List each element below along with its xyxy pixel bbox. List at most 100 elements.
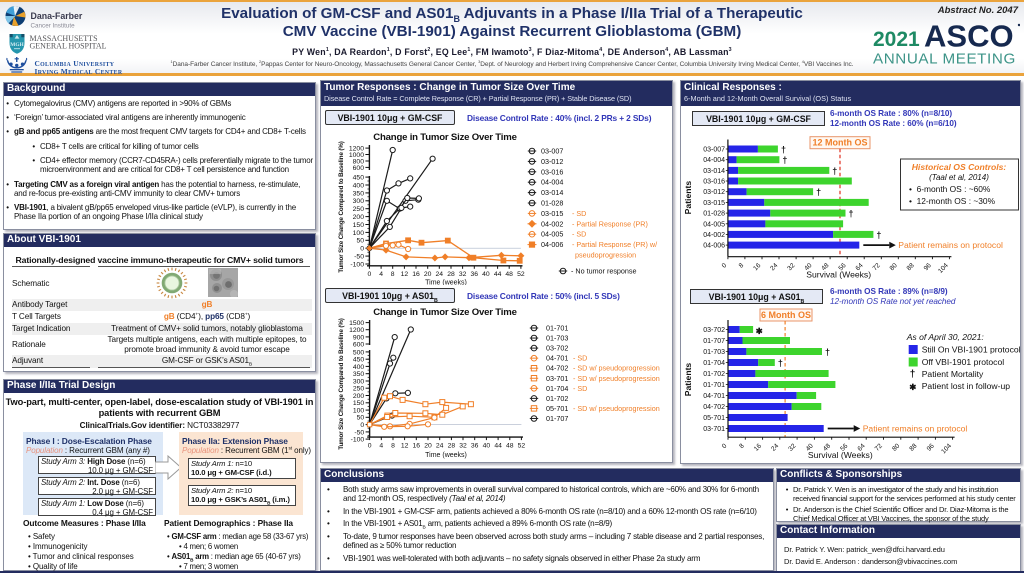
svg-text:0: 0 [368, 443, 372, 450]
svg-text:03-012: 03-012 [703, 189, 725, 196]
svg-text:8: 8 [738, 442, 746, 450]
svg-text:- No tumor response: - No tumor response [571, 267, 637, 276]
svg-text:✱: ✱ [756, 326, 764, 336]
svg-text:16: 16 [412, 271, 420, 278]
svg-text:04-005: 04-005 [541, 230, 563, 239]
svg-text:350: 350 [353, 190, 365, 197]
svg-text:04-701: 04-701 [703, 393, 725, 400]
svg-text:pseudoprogression: pseudoprogression [575, 251, 636, 260]
svg-text:250: 250 [353, 386, 365, 393]
svg-text:72: 72 [872, 262, 882, 272]
svg-text:32: 32 [787, 442, 797, 452]
svg-text:1200: 1200 [349, 327, 364, 334]
svg-text:04-005: 04-005 [703, 221, 725, 228]
svg-text:300: 300 [353, 378, 365, 385]
svg-text:Tumor Size Change Compared to: Tumor Size Change Compared to Baseline (… [338, 318, 345, 450]
svg-text:• 6-month OS : ~60%: • 6-month OS : ~60% [909, 184, 991, 194]
svg-text:48: 48 [820, 262, 830, 272]
svg-text:28: 28 [448, 443, 456, 450]
svg-text:1500: 1500 [349, 320, 364, 327]
svg-text:12: 12 [401, 271, 409, 278]
svg-text:28: 28 [447, 271, 455, 278]
svg-text:01-702: 01-702 [703, 371, 725, 378]
svg-text:03-014: 03-014 [541, 188, 563, 197]
svg-text:20: 20 [424, 443, 432, 450]
svg-text:250: 250 [353, 206, 365, 213]
svg-text:40: 40 [805, 442, 815, 452]
svg-text:Time (weeks): Time (weeks) [425, 280, 467, 286]
svg-text:COLUMBIA UNIVERSITY: COLUMBIA UNIVERSITY [35, 59, 115, 68]
svg-text:†: † [849, 209, 854, 219]
svg-text:104: 104 [937, 262, 950, 275]
svg-text:- Partial Response (PR) w/: - Partial Response (PR) w/ [572, 240, 657, 249]
svg-text:56: 56 [837, 262, 847, 272]
svg-text:†: † [832, 166, 837, 176]
svg-text:2021: 2021 [873, 28, 920, 51]
svg-text:03-014: 03-014 [703, 168, 725, 175]
svg-text:03-702: 03-702 [703, 327, 725, 334]
svg-text:24: 24 [769, 262, 779, 272]
svg-text:- SD w/ pseudoprogression: - SD w/ pseudoprogression [573, 364, 660, 373]
svg-text:04-006: 04-006 [541, 240, 563, 249]
svg-text:36: 36 [471, 443, 479, 450]
svg-text:01-702: 01-702 [546, 394, 568, 403]
svg-text:- SD: - SD [573, 384, 587, 393]
svg-text:64: 64 [854, 262, 864, 272]
svg-text:600: 600 [353, 165, 365, 172]
svg-text:†: † [876, 230, 881, 240]
svg-text:✱: ✱ [909, 382, 917, 392]
svg-text:- SD w/ pseudoprogression: - SD w/ pseudoprogression [573, 404, 660, 413]
svg-text:50: 50 [356, 238, 364, 245]
svg-text:50: 50 [357, 415, 365, 422]
svg-text:03-015: 03-015 [541, 209, 563, 218]
svg-text:400: 400 [353, 364, 365, 371]
svg-text:32: 32 [786, 262, 796, 272]
svg-text:100: 100 [353, 408, 365, 415]
svg-text:80: 80 [891, 442, 901, 452]
svg-text:01-028: 01-028 [703, 211, 725, 218]
svg-text:05-701: 05-701 [546, 404, 568, 413]
svg-text:Survival (Weeks): Survival (Weeks) [808, 450, 873, 460]
svg-text:48: 48 [505, 271, 513, 278]
svg-text:Patients: Patients [683, 363, 693, 397]
svg-text:GENERAL HOSPITAL: GENERAL HOSPITAL [30, 42, 107, 51]
svg-text:96: 96 [926, 442, 936, 452]
svg-text:01-701: 01-701 [703, 382, 725, 389]
svg-text:†: † [782, 155, 787, 165]
svg-text:64: 64 [856, 442, 866, 452]
svg-text:03-012: 03-012 [541, 157, 563, 166]
svg-text:04-702: 04-702 [703, 404, 725, 411]
svg-text:0: 0 [360, 246, 364, 253]
svg-text:450: 450 [353, 175, 365, 182]
svg-text:450: 450 [353, 357, 365, 364]
svg-text:ASCO: ASCO [924, 19, 1014, 54]
svg-text:†: † [825, 347, 830, 357]
svg-text:20: 20 [424, 271, 432, 278]
svg-text:56: 56 [839, 442, 849, 452]
svg-text:Still On VBI-1901 protocol: Still On VBI-1901 protocol [922, 345, 1021, 355]
svg-text:-100: -100 [351, 437, 365, 444]
svg-text:40: 40 [803, 262, 813, 272]
svg-text:Off VBI-1901 protocol: Off VBI-1901 protocol [922, 357, 1005, 367]
svg-text:Survival (Weeks): Survival (Weeks) [806, 270, 871, 280]
svg-text:MGH: MGH [10, 42, 24, 48]
svg-text:48: 48 [506, 443, 514, 450]
svg-text:03-702: 03-702 [546, 344, 568, 353]
svg-text:01-703: 01-703 [546, 334, 568, 343]
svg-text:04-002: 04-002 [703, 232, 725, 239]
svg-text:MASSACHUSETTS: MASSACHUSETTS [30, 34, 98, 43]
svg-text:24: 24 [436, 271, 444, 278]
svg-text:32: 32 [459, 271, 467, 278]
svg-text:16: 16 [413, 443, 421, 450]
svg-text:04-702: 04-702 [546, 364, 568, 373]
svg-text:Tumor Size Change Compared to: Tumor Size Change Compared to Baseline (… [338, 141, 345, 273]
svg-text:01-703: 01-703 [703, 349, 725, 356]
svg-text:100: 100 [353, 230, 365, 237]
svg-text:03-015: 03-015 [703, 200, 725, 207]
svg-text:• 12-month OS : ~30%: • 12-month OS : ~30% [909, 196, 996, 206]
svg-text:04-701: 04-701 [546, 354, 568, 363]
svg-text:03-016: 03-016 [541, 167, 563, 176]
svg-text:03-701: 03-701 [703, 426, 725, 433]
svg-text:Cancer Institute: Cancer Institute [31, 23, 76, 30]
svg-text:Time (weeks): Time (weeks) [425, 452, 467, 459]
